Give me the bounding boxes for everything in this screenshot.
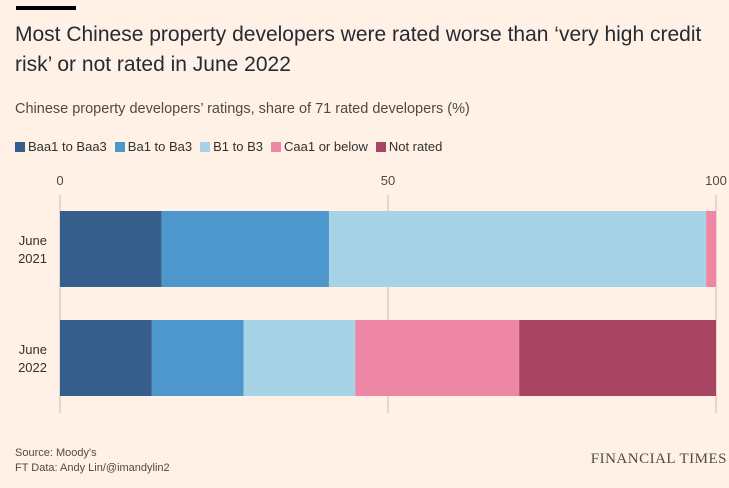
- legend-swatch: [200, 141, 211, 152]
- bar-segment: [161, 211, 329, 287]
- legend-label: Not rated: [388, 139, 443, 154]
- legend-swatch: [114, 141, 125, 152]
- legend-label: Caa1 or below: [284, 139, 368, 154]
- bar-segment: [706, 211, 716, 287]
- x-tick-label: 100: [705, 173, 727, 188]
- chart-footer: Source: Moody's FT Data: Andy Lin/@imand…: [15, 446, 170, 476]
- category-label: 2021: [18, 251, 47, 266]
- bar-segment: [355, 320, 520, 396]
- legend-swatch: [375, 141, 386, 152]
- chart-title: Most Chinese property developers were ra…: [15, 23, 702, 76]
- bar-segment: [243, 320, 356, 396]
- bar-segment: [519, 320, 716, 396]
- bar-segment: [151, 320, 244, 396]
- bar-segment: [60, 211, 162, 287]
- legend-label: Ba1 to Ba3: [127, 139, 193, 154]
- category-label: June: [19, 233, 47, 248]
- legend-swatch: [271, 141, 281, 152]
- chart-subtitle: Chinese property developers’ ratings, sh…: [15, 101, 470, 117]
- category-label: 2022: [18, 360, 47, 375]
- bar-segment: [60, 320, 152, 396]
- legend-swatch: [15, 141, 25, 152]
- stacked-bar-chart: 0 50 100 June 2021 June 2022: [18, 173, 727, 413]
- source-note: Source: Moody's: [15, 447, 97, 459]
- legend-item: Ba1 to Ba3: [114, 139, 193, 154]
- chart-legend: Baa1 to Baa3 Ba1 to Ba3 B1 to B3 Caa1 or be…: [15, 139, 450, 154]
- legend-item: B1 to B3: [200, 139, 263, 154]
- legend-item: Not rated: [375, 139, 443, 154]
- x-tick-label: 0: [56, 173, 63, 188]
- x-tick-label: 50: [381, 173, 395, 188]
- legend-item: Caa1 or below: [271, 139, 368, 154]
- legend-label: Baa1 to Baa3: [28, 139, 107, 154]
- ft-logo-text: FINANCIAL TIMES: [590, 451, 727, 467]
- category-label: June: [19, 342, 47, 357]
- bar-segment: [328, 211, 707, 287]
- legend-item: Baa1 to Baa3: [15, 139, 107, 154]
- credit-note: FT Data: Andy Lin/@imandylin2: [15, 462, 170, 474]
- top-accent-bar: [16, 6, 76, 10]
- legend-label: B1 to B3: [213, 139, 263, 154]
